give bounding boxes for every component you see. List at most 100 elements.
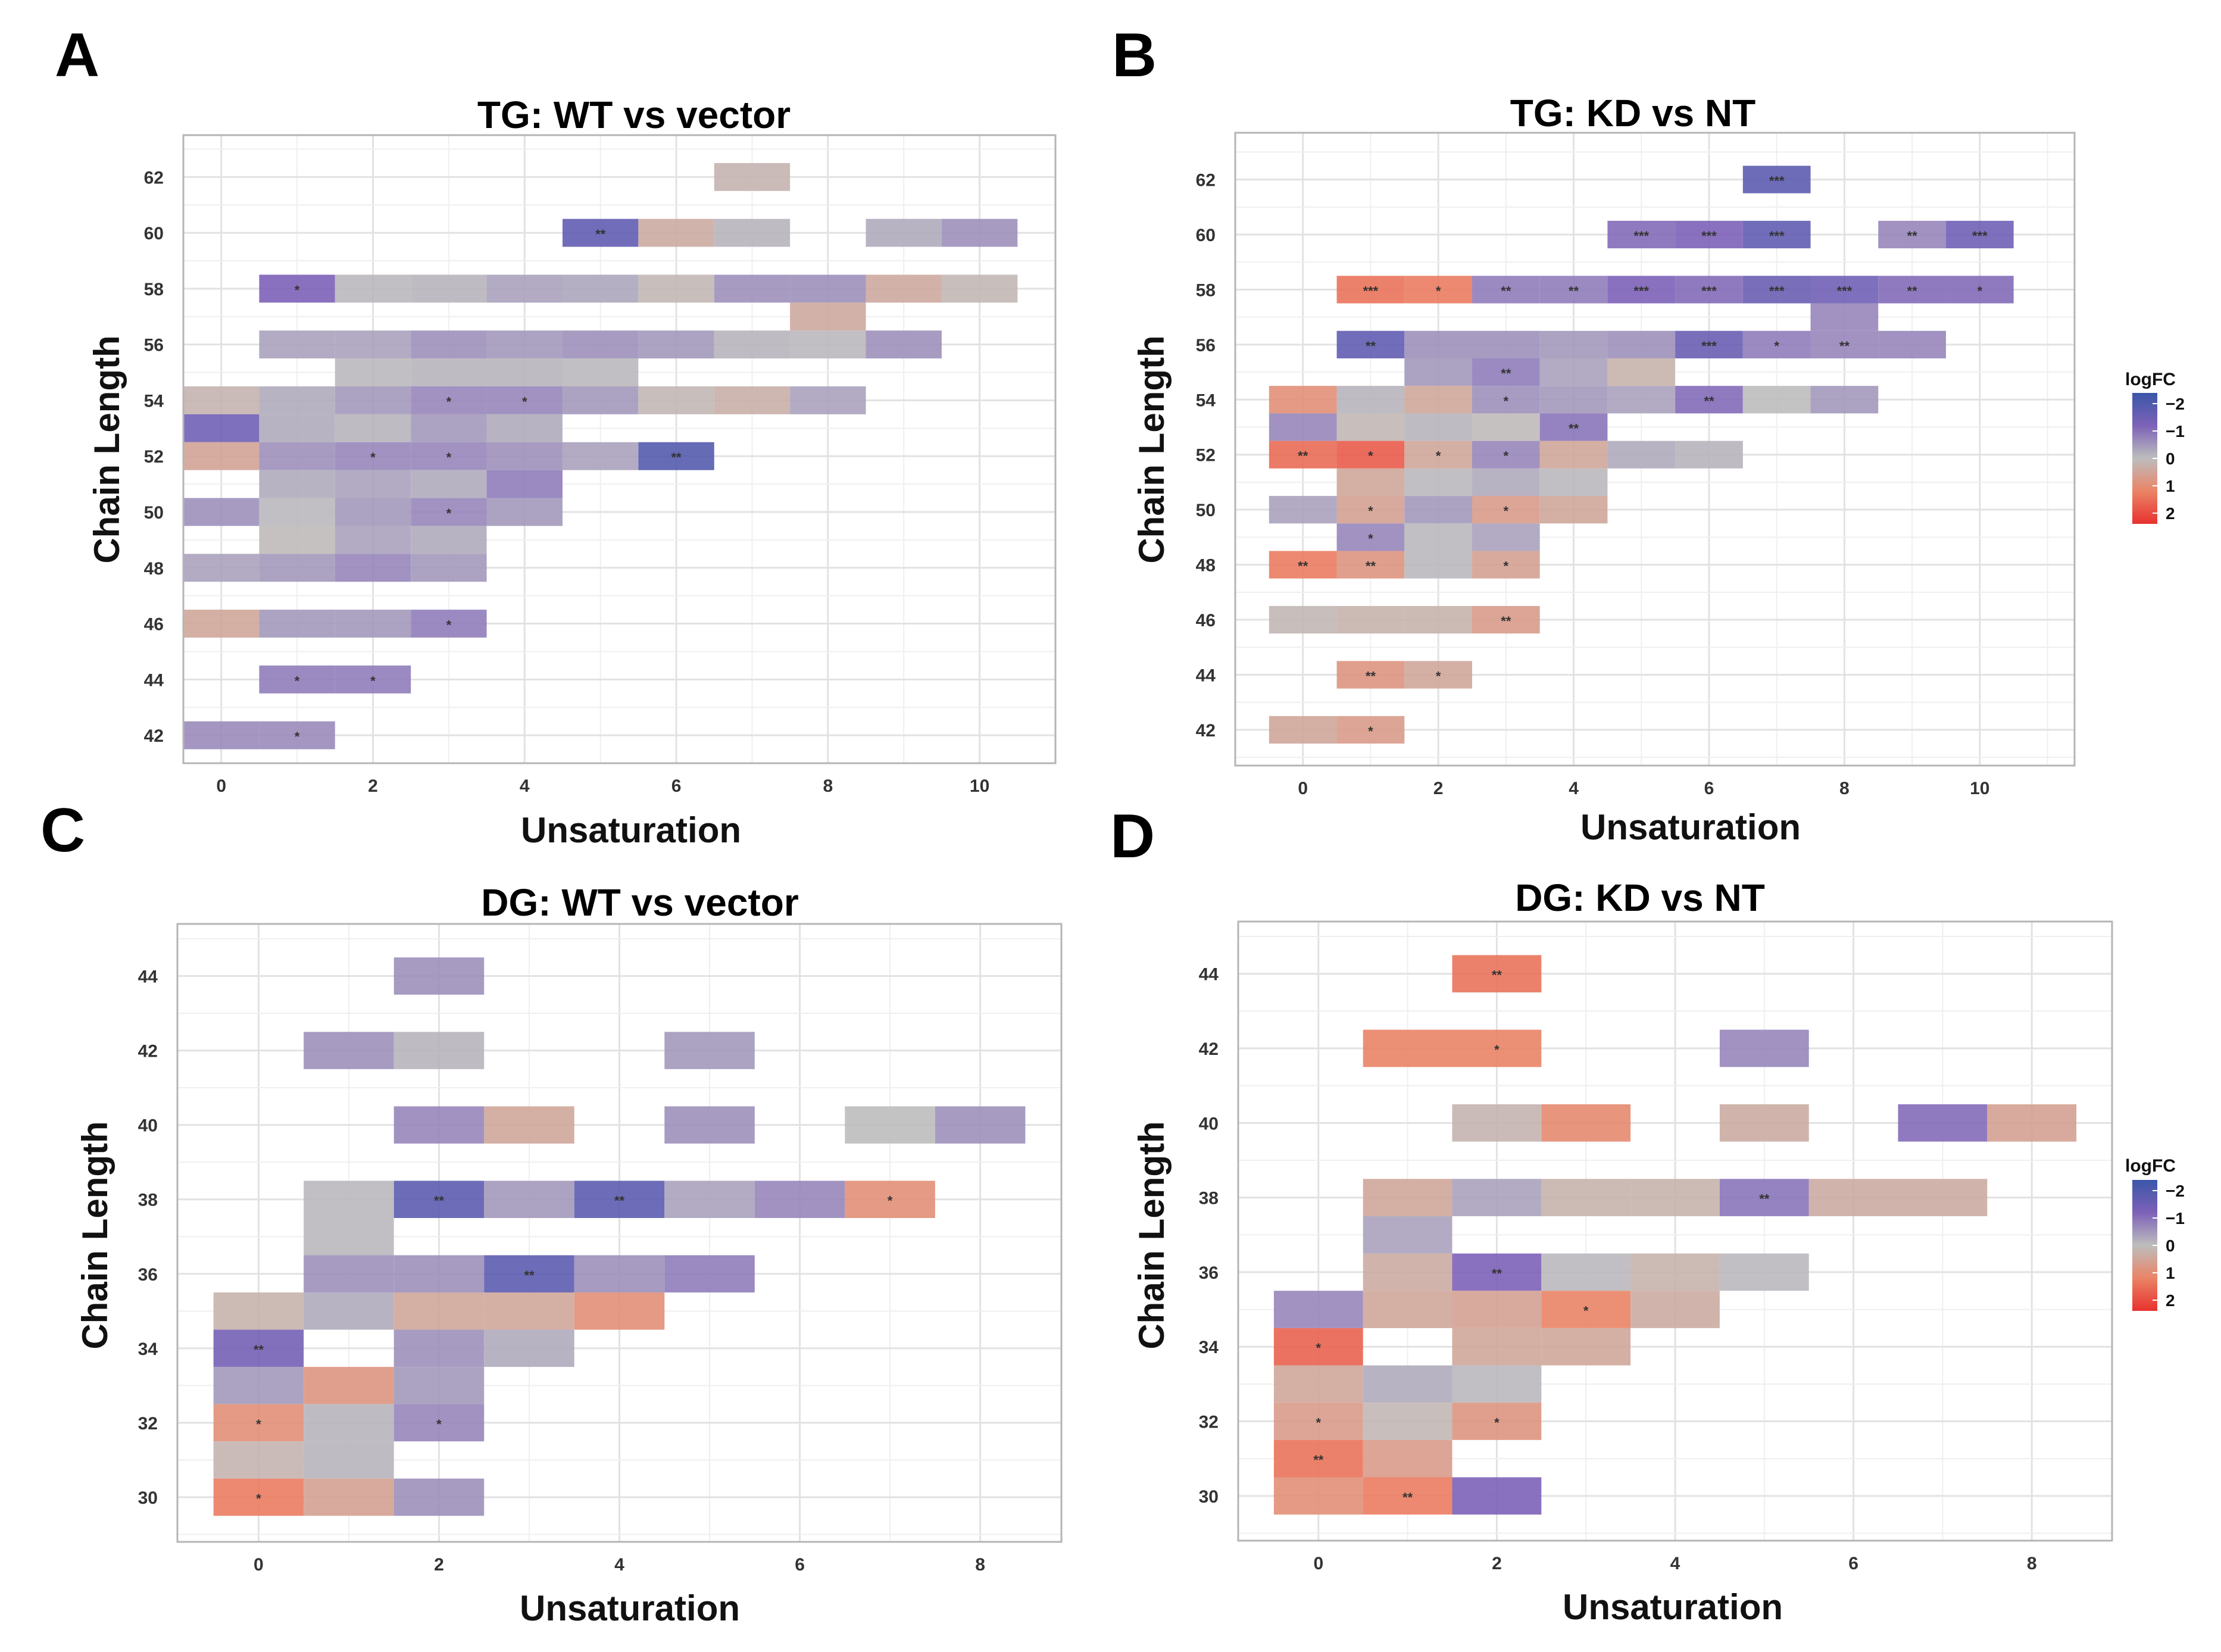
heatmap-cell bbox=[1452, 1179, 1542, 1216]
panel-b: BTG: KD vs NT****** *** *** ** ****** * ** ** **… bbox=[1112, 21, 2076, 847]
heatmap-cell bbox=[484, 1292, 574, 1330]
significance-label: * bbox=[522, 394, 527, 409]
y-tick-label: 34 bbox=[138, 1339, 158, 1359]
heatmap-cell bbox=[335, 470, 411, 498]
x-axis-label: Unsaturation bbox=[1563, 1587, 1783, 1627]
heatmap-cell bbox=[1269, 716, 1337, 744]
y-tick-label: 50 bbox=[144, 503, 164, 523]
heatmap-cell bbox=[1269, 413, 1337, 441]
y-tick-label: 52 bbox=[1196, 446, 1216, 466]
x-tick-label: 0 bbox=[254, 1555, 264, 1575]
significance-label: ** bbox=[1492, 1266, 1502, 1281]
heatmap-cell bbox=[1742, 276, 1811, 304]
significance-label: *** bbox=[1769, 283, 1785, 298]
x-tick-label: 6 bbox=[1704, 779, 1714, 798]
heatmap-cell bbox=[714, 218, 791, 247]
heatmap-cell bbox=[1273, 1328, 1363, 1366]
heatmap-cell bbox=[183, 721, 260, 750]
legend-label: −2 bbox=[2166, 1182, 2185, 1200]
heatmap-cell bbox=[486, 386, 563, 414]
heatmap-cell bbox=[1541, 1291, 1631, 1328]
heatmap-cell bbox=[304, 1478, 394, 1516]
y-tick-label: 52 bbox=[144, 447, 164, 467]
x-axis-label: Unsaturation bbox=[520, 1588, 740, 1628]
panel-letter: C bbox=[40, 796, 85, 865]
significance-label: *** bbox=[1701, 229, 1717, 243]
x-tick-label: 10 bbox=[1970, 779, 1989, 798]
heatmap-cell bbox=[1539, 330, 1608, 358]
y-tick-label: 44 bbox=[1199, 965, 1219, 985]
significance-label: *** bbox=[1633, 283, 1649, 298]
x-tick-label: 8 bbox=[2027, 1554, 2037, 1573]
heatmap-cell bbox=[1742, 220, 1811, 249]
heatmap-cell bbox=[259, 498, 335, 526]
x-axis-label: Unsaturation bbox=[521, 810, 741, 850]
heatmap-cell bbox=[486, 498, 563, 526]
heatmap-cell bbox=[1404, 441, 1472, 469]
significance-label: * bbox=[295, 673, 300, 688]
heatmap-cell bbox=[664, 1255, 755, 1293]
heatmap-cell bbox=[183, 386, 260, 414]
heatmap-cell bbox=[754, 1181, 845, 1218]
heatmap-cell bbox=[1742, 386, 1811, 414]
heatmap-cell bbox=[562, 386, 639, 414]
legend-label: 2 bbox=[2166, 504, 2175, 523]
heatmap-cell bbox=[1607, 386, 1676, 414]
x-tick-label: 4 bbox=[614, 1555, 624, 1575]
heatmap-cell bbox=[393, 1181, 485, 1218]
x-tick-label: 8 bbox=[823, 776, 833, 796]
heatmap-cell bbox=[1541, 1328, 1631, 1366]
x-tick-label: 4 bbox=[520, 776, 530, 796]
heatmap-cell bbox=[1987, 1104, 2077, 1142]
legend-label: −2 bbox=[2166, 395, 2185, 413]
significance-label: ** bbox=[1501, 614, 1511, 629]
heatmap-cell bbox=[1675, 441, 1743, 469]
x-tick-label: 0 bbox=[1313, 1554, 1323, 1573]
y-tick-label: 58 bbox=[144, 280, 164, 299]
heatmap-cell bbox=[1808, 1179, 1898, 1216]
heatmap-cell bbox=[1607, 358, 1676, 386]
heatmap-cell bbox=[1404, 661, 1472, 689]
heatmap-cell bbox=[1607, 276, 1676, 304]
heatmap-cell bbox=[1945, 276, 2014, 304]
y-tick-label: 32 bbox=[1199, 1413, 1219, 1432]
heatmap-cell bbox=[1452, 955, 1542, 993]
heatmap-cell bbox=[411, 358, 487, 386]
significance-label: * bbox=[1368, 504, 1373, 519]
heatmap-cell bbox=[1273, 1477, 1363, 1515]
heatmap-cell bbox=[1273, 1291, 1363, 1328]
heatmap-cell bbox=[1898, 1179, 1988, 1216]
panel-c: CDG: WT vs vector** ** ****** **0 2 4 6 8303234… bbox=[40, 796, 1063, 1628]
y-tick-label: 46 bbox=[1196, 611, 1216, 630]
x-tick-label: 10 bbox=[970, 776, 989, 796]
heatmap-cell bbox=[1404, 386, 1472, 414]
heatmap-cell bbox=[1539, 441, 1608, 469]
y-tick-label: 48 bbox=[144, 559, 164, 579]
heatmap-cell bbox=[1269, 496, 1337, 524]
significance-label: ** bbox=[524, 1268, 535, 1283]
heatmap-cell bbox=[638, 386, 714, 414]
heatmap-cell bbox=[1472, 413, 1540, 441]
heatmap-cell bbox=[411, 414, 487, 442]
heatmap-cell bbox=[714, 386, 791, 414]
heatmap-cell bbox=[562, 274, 639, 303]
significance-label: * bbox=[1436, 669, 1441, 683]
legend-label: 0 bbox=[2166, 1236, 2175, 1255]
heatmap-cell bbox=[1269, 605, 1337, 634]
y-axis-label: Chain Length bbox=[75, 1121, 115, 1349]
plot-border bbox=[1234, 132, 2076, 767]
heatmap-cell bbox=[1945, 220, 2014, 249]
y-tick-label: 40 bbox=[138, 1116, 158, 1136]
heatmap-cell bbox=[393, 1404, 485, 1442]
heatmap-cell bbox=[1404, 523, 1472, 551]
heatmap-cell bbox=[574, 1292, 665, 1330]
significance-label: ** bbox=[1569, 421, 1579, 436]
heatmap-cell bbox=[1404, 468, 1472, 496]
logfc-legend-2: logFC −2 −1 0 1 2 bbox=[2125, 1156, 2185, 1311]
heatmap-cell bbox=[486, 330, 563, 359]
significance-label: *** bbox=[1701, 339, 1717, 354]
heatmap-cell bbox=[1452, 1477, 1542, 1515]
heatmap-cell bbox=[1607, 441, 1676, 469]
heatmap-cell bbox=[714, 330, 791, 359]
